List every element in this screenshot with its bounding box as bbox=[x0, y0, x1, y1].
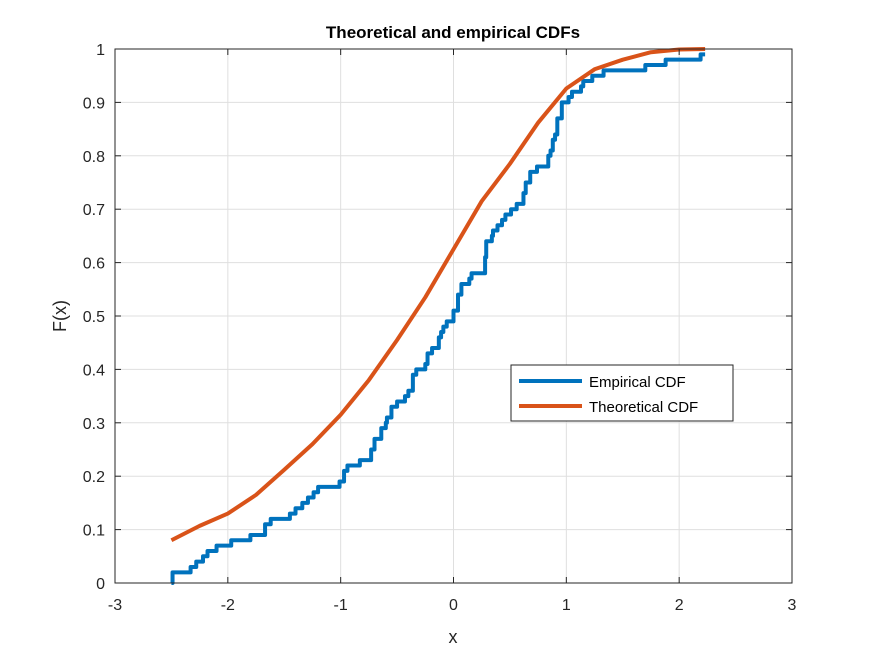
x-tick-labels: -3 -2 -1 0 1 2 3 bbox=[108, 597, 797, 614]
x-tick-label: 3 bbox=[788, 597, 797, 614]
y-tick-labels: 0 0.1 0.2 0.3 0.4 0.5 0.6 0.7 0.8 0.9 1 bbox=[83, 42, 105, 593]
chart-title: Theoretical and empirical CDFs bbox=[326, 23, 580, 42]
theoretical-cdf-line bbox=[170, 47, 706, 543]
y-tick-label: 0 bbox=[96, 576, 105, 593]
x-tick-label: 2 bbox=[675, 597, 684, 614]
y-tick-label: 0.3 bbox=[83, 416, 105, 433]
y-tick-label: 0.2 bbox=[83, 469, 105, 486]
ticks bbox=[114, 48, 793, 584]
x-axis-label: x bbox=[449, 627, 458, 647]
x-tick-label: -3 bbox=[108, 597, 122, 614]
legend-label-empirical: Empirical CDF bbox=[589, 374, 686, 391]
x-tick-label: 1 bbox=[562, 597, 571, 614]
y-tick-label: 0.5 bbox=[83, 309, 105, 326]
y-tick-label: 0.4 bbox=[83, 362, 105, 379]
y-tick-label: 1 bbox=[96, 42, 105, 59]
y-tick-label: 0.8 bbox=[83, 149, 105, 166]
y-tick-label: 0.1 bbox=[83, 523, 105, 540]
x-tick-label: -2 bbox=[221, 597, 235, 614]
empirical-cdf-line bbox=[170, 52, 706, 585]
series-group bbox=[170, 47, 706, 585]
y-tick-label: 0.6 bbox=[83, 256, 105, 273]
y-tick-label: 0.7 bbox=[83, 202, 105, 219]
y-axis-label: F(x) bbox=[50, 300, 70, 332]
legend-label-theoretical: Theoretical CDF bbox=[589, 399, 698, 416]
x-tick-label: 0 bbox=[449, 597, 458, 614]
y-tick-label: 0.9 bbox=[83, 95, 105, 112]
x-tick-label: -1 bbox=[334, 597, 348, 614]
legend-box bbox=[510, 364, 734, 422]
legend: Empirical CDF Theoretical CDF bbox=[510, 364, 734, 422]
